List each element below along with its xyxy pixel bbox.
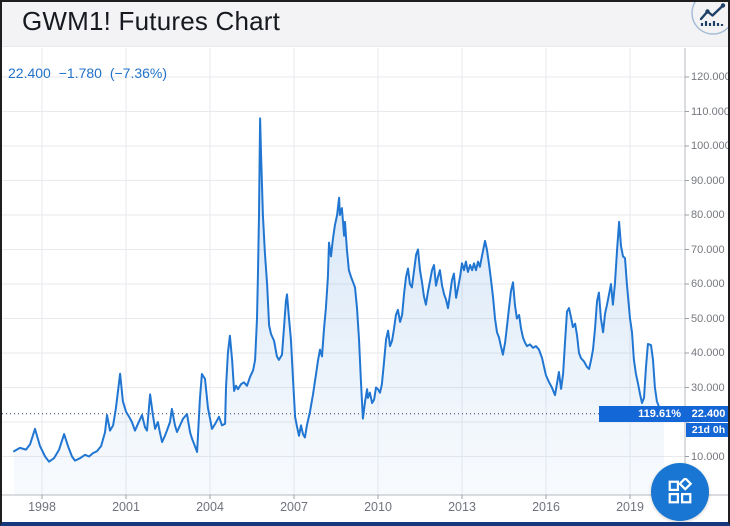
bar-countdown-label: 21d 0h: [686, 422, 728, 437]
time-axis-label: 2001: [112, 500, 140, 514]
price-axis-label: 70.000: [691, 243, 725, 256]
quote-change-pct: (−7.36%): [109, 65, 168, 81]
time-axis-label: 2013: [448, 500, 476, 514]
quote-last: 22.400: [8, 65, 51, 81]
time-axis-label: 1998: [28, 500, 56, 514]
time-axis-label: 2016: [532, 500, 560, 514]
widgets-fab-button[interactable]: [651, 463, 709, 521]
time-axis-label: 2010: [364, 500, 392, 514]
last-price-label: 22.400: [685, 405, 728, 422]
price-axis-label: 40.000: [691, 347, 725, 359]
price-axis-label: 100.000: [691, 140, 730, 152]
price-axis-label: 120.000: [691, 71, 730, 83]
price-axis-label: 80.000: [691, 209, 725, 221]
quote-change: −1.780: [58, 65, 102, 81]
quote-line: 22.400 −1.780 (−7.36%): [8, 65, 171, 81]
price-axis-label: 60.000: [691, 278, 725, 290]
price-axis-label: 90.000: [691, 174, 725, 187]
time-axis-label: 2004: [196, 500, 224, 514]
time-axis-label: 2019: [616, 500, 644, 514]
price-axis-label: 110.000: [691, 105, 730, 118]
chart-header: GWM1! Futures Chart: [2, 2, 728, 47]
time-axis-label: 2007: [280, 500, 308, 514]
price-chart[interactable]: [2, 46, 730, 518]
line-chart-circle-icon[interactable]: [690, 0, 730, 36]
price-axis-label: 10.000: [691, 450, 725, 463]
widgets-grid-icon: [668, 478, 693, 504]
price-axis-label: 30.000: [691, 381, 725, 394]
percent-change-label: 119.61%: [599, 405, 685, 422]
price-axis-label: 50.000: [691, 312, 725, 325]
page-title: GWM1! Futures Chart: [22, 6, 281, 36]
